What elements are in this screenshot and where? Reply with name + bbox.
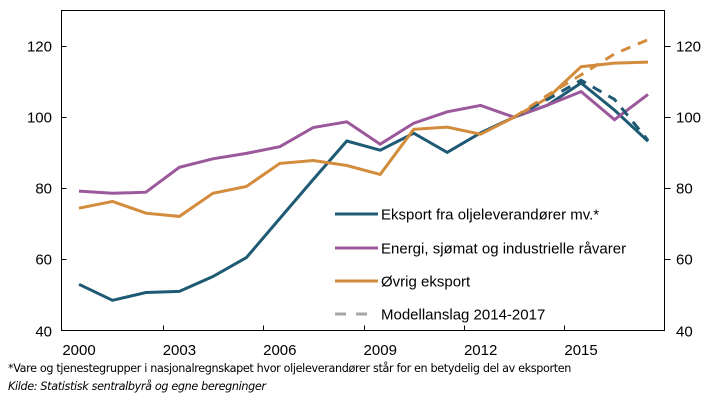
legend-label: Energi, sjømat og industrielle råvarer	[381, 241, 626, 258]
right-y-axis: 40 60 80 100 120	[664, 39, 701, 341]
y-tick-label: 60	[35, 252, 52, 269]
y-tick-label: 100	[27, 110, 52, 127]
y-tick-label: 120	[27, 39, 52, 56]
legend-label: Modellanslag 2014-2017	[381, 307, 545, 324]
left-y-axis: 40 60 80 100 120	[27, 39, 67, 341]
y-tick-label: 40	[35, 324, 52, 341]
y-tick-label: 80	[35, 181, 52, 198]
series-layer	[78, 38, 650, 302]
legend: Eksport fra oljeleverandører mv.* Energi,…	[335, 207, 626, 324]
footnote: *Vare og tjenestegrupper i nasjonalregns…	[8, 362, 572, 375]
right-y-tick-label: 80	[676, 181, 693, 198]
source-note: Kilde: Statistisk sentralbyrå og egne be…	[8, 380, 266, 393]
x-tick-label: 2006	[263, 342, 296, 359]
plot-area-frame	[61, 10, 665, 331]
x-tick-label: 2012	[464, 342, 497, 359]
right-y-tick-label: 40	[676, 324, 693, 341]
right-y-tick-label: 120	[676, 39, 701, 56]
legend-label: Øvrig eksport	[381, 274, 471, 291]
series-line-forecast-4	[513, 38, 649, 119]
x-tick-label: 2000	[62, 342, 95, 359]
right-y-tick-label: 100	[676, 110, 701, 127]
x-tick-label: 2015	[564, 342, 597, 359]
x-axis: 2000 2003 2006 2009 2012 2015	[62, 325, 598, 359]
legend-label: Eksport fra oljeleverandører mv.*	[381, 207, 599, 224]
x-tick-label: 2003	[163, 342, 196, 359]
series-line-0	[78, 81, 650, 302]
x-tick-label: 2009	[364, 342, 397, 359]
series-line-1	[78, 89, 649, 195]
series-line-2	[78, 60, 649, 218]
series-line-forecast-3	[513, 78, 650, 142]
right-y-tick-label: 60	[676, 252, 693, 269]
